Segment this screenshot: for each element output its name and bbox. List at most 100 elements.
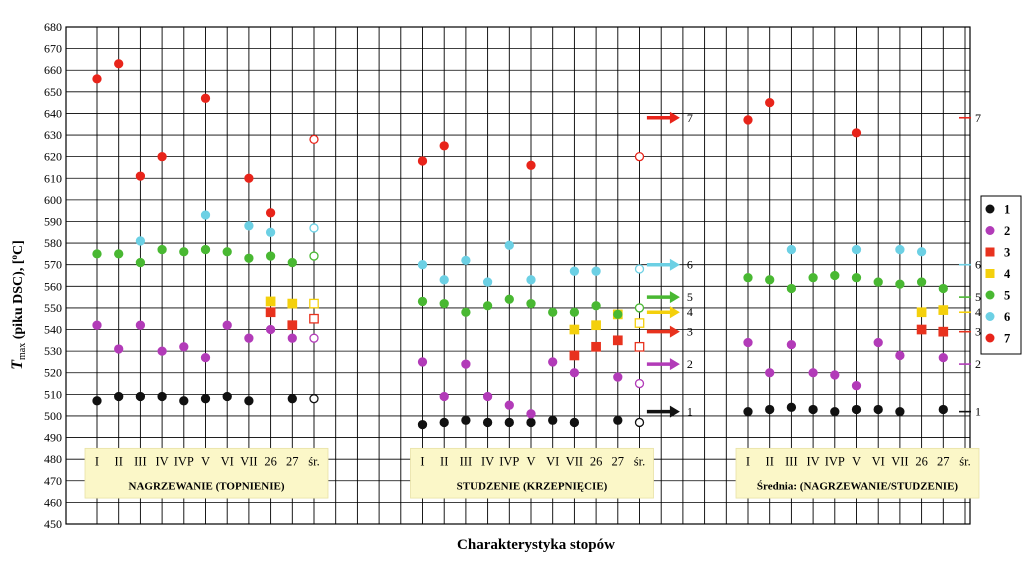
series-4-point	[309, 298, 319, 309]
series-1-point	[417, 419, 428, 430]
series-5-point	[287, 257, 297, 268]
series-7-point	[439, 141, 449, 151]
dash-5-label: 5	[975, 290, 981, 304]
legend-marker-7	[985, 333, 995, 343]
series-2-point	[743, 337, 753, 348]
series-5-point	[504, 294, 514, 304]
series-6-point	[569, 266, 580, 276]
series-6-point	[135, 236, 146, 246]
series-5-point	[613, 309, 623, 320]
legend-marker-4	[985, 269, 995, 278]
x-tick-label: I	[746, 455, 750, 469]
y-tick-label: 500	[44, 409, 62, 423]
series-7-point	[526, 160, 536, 170]
y-tick-label: 660	[44, 63, 62, 77]
series-5-point	[765, 275, 775, 285]
legend-marker-2	[985, 226, 995, 235]
arrow-5-label: 5	[687, 290, 693, 304]
x-tick-label: VI	[872, 455, 885, 469]
y-axis-label-sub: max	[17, 343, 28, 360]
group-title: Średnia: (NAGRZEWANIE/STUDZENIE)	[757, 480, 959, 492]
series-5-point	[265, 251, 276, 261]
data-points	[92, 59, 949, 430]
legend-marker-6	[985, 312, 995, 321]
x-tick-label: 27	[612, 455, 625, 469]
series-7-point	[265, 208, 276, 218]
series-7-point	[114, 59, 124, 69]
series-5-point	[461, 307, 471, 317]
y-tick-label: 630	[44, 128, 62, 142]
series-5-point	[634, 303, 645, 313]
series-1-point	[938, 404, 948, 415]
arrow-4-label: 4	[687, 305, 693, 319]
series-5-point	[873, 277, 883, 287]
x-tick-label: śr.	[634, 455, 645, 469]
series-6-point	[244, 221, 254, 231]
series-6-point	[591, 266, 601, 276]
x-tick-label: IV	[481, 455, 494, 469]
arrow-3-head	[669, 325, 680, 338]
arrow-4-head	[669, 306, 680, 319]
legend: 1 2 3 4 5 6 7	[980, 195, 1022, 355]
series-5-point	[895, 279, 905, 289]
arrow-7-head	[669, 111, 680, 124]
dash-3-label: 3	[975, 325, 981, 339]
legend-marker-5	[985, 290, 995, 300]
series-5-point	[417, 296, 428, 307]
x-tick-label: III	[460, 455, 473, 469]
x-tick-label: V	[201, 455, 210, 469]
x-tick-label: śr.	[959, 455, 970, 469]
series-5-point	[548, 307, 558, 317]
series-3-point	[569, 350, 580, 361]
series-5-point	[309, 251, 319, 261]
series-2-point	[439, 391, 449, 402]
x-tick-label: IV	[806, 455, 819, 469]
x-tick-label: V	[526, 455, 535, 469]
series-1-point	[634, 417, 645, 428]
legend-marker-3	[985, 247, 995, 257]
y-tick-label: 460	[44, 495, 62, 509]
grid-lines	[65, 26, 971, 525]
x-tick-label: I	[95, 455, 99, 469]
series-6-point	[851, 244, 862, 255]
x-tick-label: 26	[915, 455, 928, 469]
y-tick-label: 640	[44, 106, 62, 120]
legend-label-5: 5	[1004, 289, 1010, 303]
series-3-point	[309, 313, 319, 324]
x-tick-label: 26	[590, 455, 603, 469]
series-1-point	[157, 391, 167, 402]
series-5-point	[526, 298, 536, 309]
series-1-point	[309, 394, 319, 404]
y-tick-label: 480	[44, 452, 62, 466]
series-4-point	[591, 320, 601, 331]
series-7-point	[634, 152, 645, 162]
series-1-point	[808, 404, 818, 415]
dash-7-label: 7	[975, 111, 981, 125]
series-7-point	[743, 115, 753, 125]
series-2-point	[92, 320, 102, 330]
series-6-point	[786, 244, 797, 255]
series-5-point	[244, 253, 254, 263]
arrow-1-label: 1	[687, 405, 693, 419]
y-tick-label: 580	[44, 236, 62, 250]
legend-marker-1	[985, 204, 995, 214]
series-5-point	[916, 277, 927, 287]
x-tick-label: IVP	[825, 455, 845, 469]
series-1-point	[287, 394, 297, 404]
legend-label-3: 3	[1004, 246, 1010, 260]
arrow-1-head	[669, 405, 680, 418]
dash-6-label: 6	[975, 258, 981, 272]
series-6-point	[200, 210, 211, 220]
legend-label-4: 4	[1004, 267, 1011, 281]
y-axis-ticks: 450 460 470 480 490 500 510 520 530 540 550 560 570 5…	[44, 20, 62, 531]
series-5-point	[830, 270, 840, 281]
category-box	[84, 447, 329, 499]
series-1-point	[548, 415, 558, 425]
series-1-point	[851, 404, 862, 415]
y-tick-label: 670	[44, 42, 62, 56]
series-2-point	[613, 372, 623, 382]
series-1-point	[830, 406, 840, 417]
series-1-point	[179, 396, 189, 406]
series-1-point	[92, 396, 102, 406]
